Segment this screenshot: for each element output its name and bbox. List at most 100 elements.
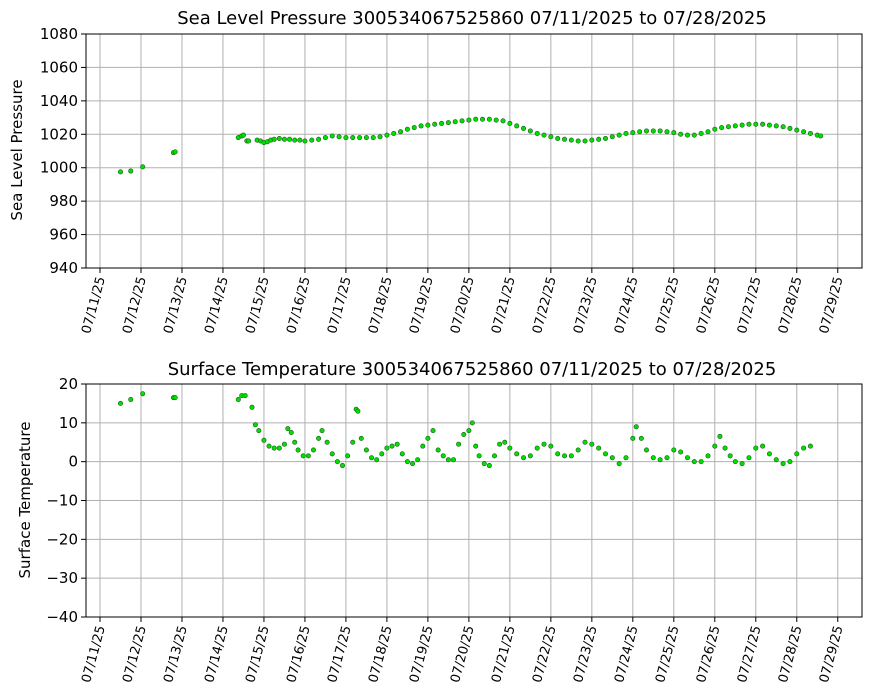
data-point bbox=[404, 126, 410, 132]
data-point bbox=[637, 129, 643, 135]
pressure-y-axis-label: Sea Level Pressure bbox=[8, 79, 26, 220]
data-point bbox=[172, 149, 178, 155]
y-tick-label: −40 bbox=[46, 608, 78, 626]
data-point bbox=[445, 457, 451, 463]
x-tick-label: 07/23/25 bbox=[571, 275, 601, 335]
x-tick-label: 07/14/25 bbox=[202, 624, 232, 684]
x-tick-label: 07/11/25 bbox=[79, 275, 109, 335]
data-point bbox=[753, 121, 759, 127]
data-point bbox=[271, 445, 277, 451]
data-point bbox=[370, 135, 376, 141]
data-point bbox=[445, 120, 451, 126]
data-point bbox=[358, 435, 364, 441]
data-point bbox=[548, 443, 554, 449]
pressure-x-ticks: 07/11/25 07/12/25 07/13/25 07/14/25 07/15/25… bbox=[79, 268, 847, 335]
data-point bbox=[794, 451, 800, 457]
data-point bbox=[514, 451, 520, 457]
x-tick-label: 07/22/25 bbox=[530, 275, 560, 335]
data-point bbox=[481, 461, 487, 467]
x-tick-label: 07/28/25 bbox=[776, 275, 806, 335]
data-point bbox=[486, 116, 492, 122]
data-point bbox=[288, 430, 294, 436]
data-point bbox=[439, 120, 445, 126]
data-point bbox=[345, 453, 351, 459]
temperature-points bbox=[117, 391, 813, 469]
data-point bbox=[363, 135, 369, 141]
data-point bbox=[818, 133, 824, 139]
data-point bbox=[350, 439, 356, 445]
data-point bbox=[623, 130, 629, 136]
data-point bbox=[582, 439, 588, 445]
data-point bbox=[541, 132, 547, 138]
data-point bbox=[491, 453, 497, 459]
x-tick-label: 07/15/25 bbox=[243, 624, 273, 684]
data-point bbox=[411, 125, 417, 131]
data-point bbox=[602, 135, 608, 141]
data-point bbox=[469, 420, 475, 426]
data-point bbox=[432, 121, 438, 127]
data-point bbox=[616, 461, 622, 467]
data-point bbox=[389, 443, 395, 449]
y-tick-label: −20 bbox=[46, 530, 78, 548]
data-point bbox=[801, 129, 807, 135]
data-point bbox=[691, 132, 697, 138]
data-point bbox=[671, 447, 677, 453]
data-point bbox=[643, 447, 649, 453]
data-point bbox=[589, 137, 595, 143]
data-point bbox=[281, 136, 287, 142]
data-point bbox=[616, 132, 622, 138]
data-point bbox=[287, 136, 293, 142]
y-tick-label: 1060 bbox=[40, 58, 78, 76]
x-tick-label: 07/23/25 bbox=[571, 624, 601, 684]
data-point bbox=[807, 130, 813, 136]
data-point bbox=[630, 435, 636, 441]
data-point bbox=[493, 117, 499, 123]
data-point bbox=[664, 455, 670, 461]
data-point bbox=[500, 118, 506, 124]
data-point bbox=[425, 122, 431, 128]
data-point bbox=[609, 134, 615, 140]
data-point bbox=[760, 443, 766, 449]
data-point bbox=[671, 130, 677, 136]
data-point bbox=[452, 119, 458, 125]
x-tick-label: 07/20/25 bbox=[448, 624, 478, 684]
x-tick-label: 07/26/25 bbox=[694, 624, 724, 684]
x-tick-label: 07/28/25 bbox=[776, 624, 806, 684]
data-point bbox=[459, 118, 465, 124]
data-point bbox=[310, 447, 316, 453]
data-point bbox=[324, 439, 330, 445]
data-point bbox=[235, 397, 241, 403]
data-point bbox=[271, 136, 277, 142]
data-point bbox=[739, 122, 745, 128]
y-tick-label: 960 bbox=[49, 226, 78, 244]
data-point bbox=[350, 135, 356, 141]
x-tick-label: 07/12/25 bbox=[120, 624, 150, 684]
data-point bbox=[461, 431, 467, 437]
data-point bbox=[562, 136, 568, 142]
data-point bbox=[575, 138, 581, 144]
data-point bbox=[384, 445, 390, 451]
data-point bbox=[242, 393, 248, 399]
data-point bbox=[630, 130, 636, 136]
x-tick-label: 07/15/25 bbox=[243, 275, 273, 335]
data-point bbox=[249, 404, 255, 410]
x-tick-label: 07/21/25 bbox=[489, 275, 519, 335]
data-point bbox=[319, 428, 325, 434]
data-point bbox=[285, 426, 291, 432]
data-point bbox=[292, 439, 298, 445]
data-point bbox=[404, 459, 410, 465]
data-point bbox=[394, 441, 400, 447]
data-point bbox=[691, 459, 697, 465]
data-point bbox=[705, 129, 711, 135]
y-tick-label: 1000 bbox=[40, 159, 78, 177]
x-tick-label: 07/19/25 bbox=[407, 624, 437, 684]
data-point bbox=[440, 453, 446, 459]
data-point bbox=[384, 132, 390, 138]
x-tick-label: 07/26/25 bbox=[694, 275, 724, 335]
data-point bbox=[363, 447, 369, 453]
data-point bbox=[276, 445, 282, 451]
data-point bbox=[329, 133, 335, 139]
temperature-chart-title: Surface Temperature 300534067525860 07/1… bbox=[168, 359, 777, 380]
data-point bbox=[480, 116, 486, 122]
data-point bbox=[801, 445, 807, 451]
